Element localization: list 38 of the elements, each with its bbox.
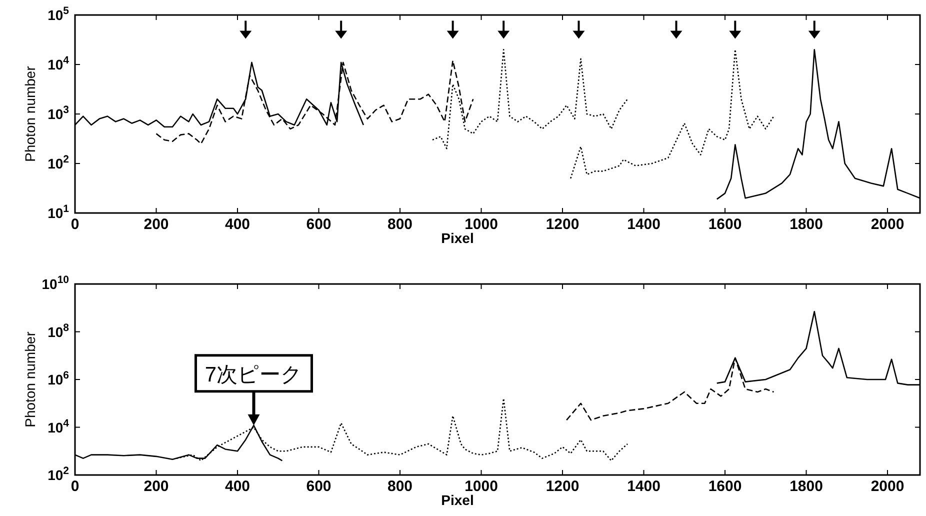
y-tick-label: 10$^{4}$ (48, 417, 70, 436)
x-tick-label: 1600 (708, 478, 742, 495)
x-axis-title: Pixel (441, 230, 474, 246)
x-tick-label: 0 (70, 216, 80, 233)
y-axis-title: Photon number (22, 66, 38, 162)
x-tick-label: 2000 (870, 216, 904, 233)
x-axis-title: Pixel (441, 492, 474, 508)
x-tick-label: 200 (144, 478, 169, 495)
y-tick-label: 10$^{10}$ (42, 274, 70, 292)
x-tick-label: 2000 (870, 478, 904, 495)
y-tick-label: 10$^{6}$ (48, 370, 70, 388)
y-tick-label: 10$^{4}$ (48, 54, 70, 72)
x-tick-label: 1000 (464, 216, 498, 233)
x-tick-label: 1400 (627, 478, 660, 495)
x-tick-label: 1400 (627, 216, 660, 233)
annotation: 7次ピーク (204, 363, 303, 386)
y-tick-label: 10$^{3}$ (48, 104, 70, 122)
y-axis-title: Photon number (22, 331, 38, 428)
x-tick-label: 1800 (790, 216, 823, 233)
x-tick-label: 1600 (708, 216, 742, 233)
x-tick-label: 600 (306, 216, 332, 233)
y-tick-label: 10$^{1}$ (48, 203, 70, 221)
x-tick-label: 400 (224, 216, 250, 233)
x-tick-label: 1800 (790, 478, 823, 495)
x-tick-label: 400 (224, 478, 250, 495)
y-tick-label: 10$^{2}$ (48, 465, 70, 483)
x-tick-label: 1200 (546, 216, 580, 233)
x-tick-label: 1200 (546, 478, 580, 495)
x-tick-label: 800 (387, 478, 413, 495)
x-tick-label: 800 (387, 216, 413, 233)
y-tick-label: 10$^{2}$ (48, 154, 70, 172)
x-tick-label: 200 (144, 216, 169, 233)
y-tick-label: 10$^{5}$ (48, 5, 70, 23)
x-tick-label: 0 (70, 478, 80, 495)
x-tick-label: 1000 (464, 478, 498, 495)
y-tick-label: 10$^{8}$ (48, 322, 70, 340)
x-tick-label: 600 (306, 478, 332, 495)
annotation: 7次ピーク (194, 354, 313, 426)
